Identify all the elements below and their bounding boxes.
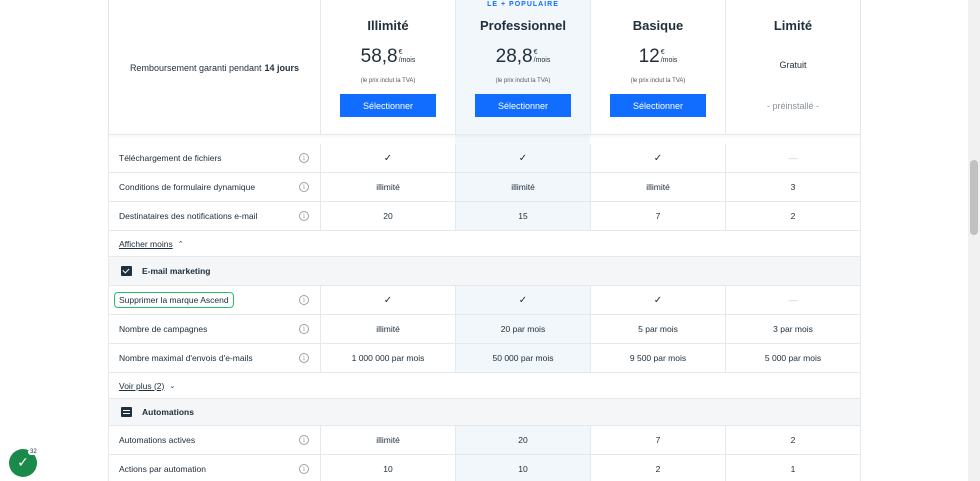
plan-price: 58,8 €/mois <box>360 46 416 67</box>
info-icon[interactable]: i <box>299 211 309 221</box>
plan-price: 12 €/mois <box>638 46 678 67</box>
dash-icon: — <box>725 286 860 314</box>
plan-basique: Basique 12 €/mois (le prix inclut la TVA… <box>590 0 725 135</box>
feature-value: illimité <box>320 315 455 343</box>
feature-row: Destinataires des notifications e-mail i… <box>109 202 860 231</box>
highlighted-feature-label: Supprimer la marque Ascend <box>114 292 234 308</box>
show-less-row: Afficher moins ⌃ <box>109 231 860 257</box>
plan-name: Basique <box>632 18 684 33</box>
show-more-link[interactable]: Voir plus (2) ⌄ <box>119 380 176 391</box>
feature-value: 7 <box>590 426 725 454</box>
feature-value: 1 000 000 par mois <box>320 344 455 372</box>
check-icon: ✓ <box>320 144 455 172</box>
feature-value: 2 <box>725 202 860 230</box>
tva-note: (le prix inclut la TVA) <box>630 78 686 84</box>
feature-value: 10 <box>320 455 455 481</box>
feature-value: 1 <box>725 455 860 481</box>
show-less-link[interactable]: Afficher moins ⌃ <box>119 238 184 249</box>
preinstalled-label: - préinstallé - <box>766 101 820 111</box>
plans-header: Remboursement garanti pendant 14 jours Il… <box>109 0 860 135</box>
feature-value: 5 par mois <box>590 315 725 343</box>
feature-value: 20 par mois <box>455 315 590 343</box>
popular-tag: LE + POPULAIRE <box>487 1 559 8</box>
scrollbar-thumb[interactable] <box>970 160 978 235</box>
feature-value: 20 <box>455 426 590 454</box>
info-icon[interactable]: i <box>299 435 309 445</box>
info-icon[interactable]: i <box>299 464 309 474</box>
chevron-down-icon: ⌄ <box>169 382 176 390</box>
feature-value: 2 <box>590 455 725 481</box>
feature-value: 10 <box>455 455 590 481</box>
plan-name: Professionnel <box>480 18 566 33</box>
checkmark-icon: ✓ <box>17 455 29 471</box>
vertical-scrollbar[interactable] <box>968 0 980 481</box>
feature-value: 3 par mois <box>725 315 860 343</box>
check-icon: ✓ <box>455 286 590 314</box>
feature-value: 5 000 par mois <box>725 344 860 372</box>
feature-value: illimité <box>455 173 590 201</box>
select-illimite-button[interactable]: Sélectionner <box>340 94 436 117</box>
dash-icon: — <box>725 144 860 172</box>
feature-value: 15 <box>455 202 590 230</box>
money-back-guarantee: Remboursement garanti pendant 14 jours <box>129 62 300 73</box>
info-icon[interactable]: i <box>299 353 309 363</box>
feature-value: 2 <box>725 426 860 454</box>
section-automations: Automations <box>109 399 860 426</box>
feature-value: 20 <box>320 202 455 230</box>
feature-row: Supprimer la marque Ascend i ✓ ✓ ✓ — <box>109 286 860 315</box>
plan-professionnel: LE + POPULAIRE Professionnel 28,8 €/mois… <box>455 0 590 135</box>
section-email-marketing: E-mail marketing <box>109 257 860 286</box>
feature-row: Nombre maximal d'envois d'e-mails i 1 00… <box>109 344 860 373</box>
check-icon: ✓ <box>320 286 455 314</box>
feature-row: Automations actives i illimité 20 7 2 <box>109 426 860 455</box>
feature-value: 3 <box>725 173 860 201</box>
tva-note: (le prix inclut la TVA) <box>360 78 416 84</box>
feature-value: 7 <box>590 202 725 230</box>
info-icon[interactable]: i <box>299 324 309 334</box>
feature-value: 9 500 par mois <box>590 344 725 372</box>
pricing-comparison-table: Remboursement garanti pendant 14 jours Il… <box>108 0 861 481</box>
chevron-up-icon: ⌃ <box>177 240 184 248</box>
info-icon[interactable]: i <box>299 153 309 163</box>
plan-limite: Limité Gratuit - préinstallé - <box>725 0 860 135</box>
mail-icon <box>121 266 132 276</box>
feature-row: Nombre de campagnes i illimité 20 par mo… <box>109 315 860 344</box>
show-more-row: Voir plus (2) ⌄ <box>109 373 860 399</box>
feature-value: illimité <box>590 173 725 201</box>
plan-price: 28,8 €/mois <box>495 46 551 67</box>
select-professionnel-button[interactable]: Sélectionner <box>475 94 571 117</box>
feature-row: Conditions de formulaire dynamique i ill… <box>109 173 860 202</box>
chat-icon <box>121 407 132 417</box>
tva-note: (le prix inclut la TVA) <box>495 78 551 84</box>
feature-row: Actions par automation i 10 10 2 1 <box>109 455 860 481</box>
plan-name: Limité <box>773 18 813 33</box>
badge-count: 32 <box>28 449 39 455</box>
select-basique-button[interactable]: Sélectionner <box>610 94 706 117</box>
feature-value: 50 000 par mois <box>455 344 590 372</box>
feature-value: illimité <box>320 426 455 454</box>
info-icon[interactable]: i <box>299 182 309 192</box>
feature-value: illimité <box>320 173 455 201</box>
free-label: Gratuit <box>779 60 807 70</box>
check-icon: ✓ <box>590 144 725 172</box>
check-icon: ✓ <box>455 144 590 172</box>
plan-illimite: Illimité 58,8 €/mois (le prix inclut la … <box>320 0 455 135</box>
info-icon[interactable]: i <box>299 295 309 305</box>
plan-name: Illimité <box>367 18 409 33</box>
check-icon: ✓ <box>590 286 725 314</box>
feature-row: Téléchargement de fichiers i ✓ ✓ ✓ — <box>109 144 860 173</box>
